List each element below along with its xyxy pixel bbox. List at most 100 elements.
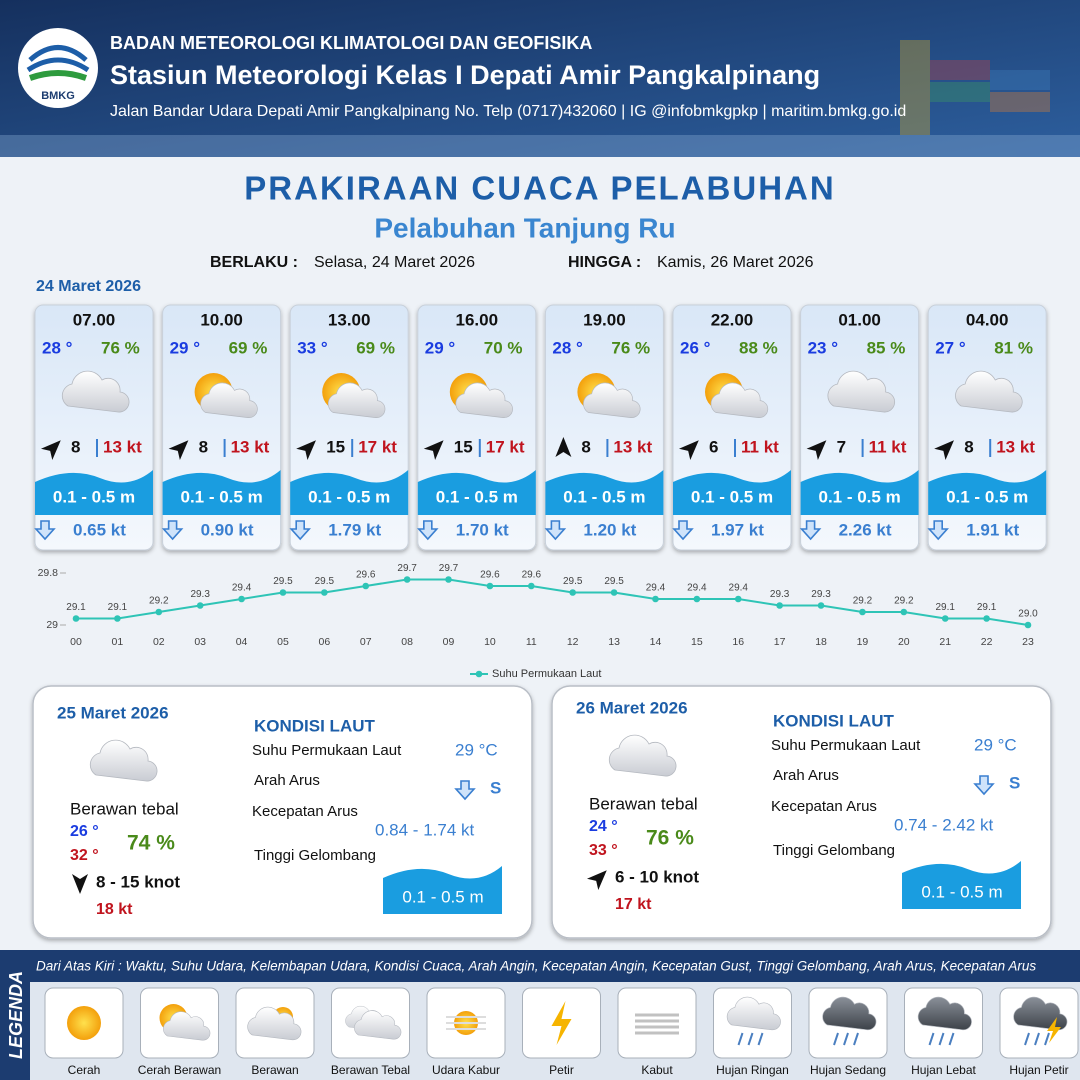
humidity: 69 % (356, 338, 395, 357)
sst-point (817, 602, 825, 609)
day-date: 25 Maret 2026 (57, 703, 169, 722)
y-tick-label: 29.8 (38, 567, 59, 579)
sst-point (486, 582, 494, 590)
data-label: 29.4 (687, 583, 707, 594)
x-tick-label: 02 (153, 636, 165, 648)
data-label: 29.7 (397, 563, 417, 574)
cloud-icon (917, 996, 972, 1031)
sea-title: KONDISI LAUT (773, 711, 895, 730)
cloud-shape (955, 370, 1023, 413)
humidity: 69 % (229, 338, 268, 357)
legend-side (0, 950, 30, 1080)
current-speed-label: Kecepatan Arus (771, 798, 877, 815)
sst: 29 °C (455, 740, 498, 759)
rain (1044, 1032, 1050, 1046)
humidity: 76 % (646, 827, 694, 850)
bolt (551, 1001, 572, 1045)
time: 07.00 (73, 310, 116, 329)
legend-description: Dari Atas Kiri : Waktu, Suhu Udara, Kele… (36, 959, 1036, 974)
sst-point (445, 576, 452, 583)
wave-height: 0.1 - 0.5 m (53, 487, 135, 506)
cloud-shape (1013, 996, 1068, 1031)
x-tick-label: 01 (112, 636, 124, 648)
sea-title: KONDISI LAUT (254, 716, 376, 735)
gust: 17 kt (358, 437, 397, 456)
sst-point (321, 589, 328, 596)
station: Stasiun Meteorologi Kelas I Depati Amir … (110, 60, 820, 90)
data-label: 29.6 (356, 570, 376, 581)
data-label: 29.6 (522, 570, 542, 581)
x-tick-label: 14 (650, 636, 662, 648)
cloud-icon (247, 1006, 302, 1041)
wind-arrow (586, 870, 607, 891)
x-tick-label: 12 (567, 636, 579, 648)
cloud-icon (327, 382, 386, 418)
day-date: 26 Maret 2026 (576, 698, 688, 717)
legend-icon (247, 1006, 302, 1041)
wave-height: 0.1 - 0.5 m (921, 882, 1002, 901)
legend-entry: Suhu Permukaan Laut (492, 668, 601, 680)
wind-range: 6 - 10 knot (615, 867, 699, 886)
current-speed: 0.65 kt (73, 520, 126, 539)
temperature: 29 ° (425, 338, 456, 357)
gust: 13 kt (996, 437, 1035, 456)
data-label: 29.7 (439, 563, 459, 574)
rain (747, 1032, 754, 1046)
gust: 13 kt (103, 437, 142, 456)
time: 22.00 (711, 310, 754, 329)
x-tick-label: 20 (898, 636, 910, 648)
current-dir-label: Arah Arus (254, 772, 320, 789)
rain (737, 1032, 744, 1046)
sst-point (693, 595, 701, 603)
legend-item: Udara Kabur (432, 1063, 500, 1077)
rain (938, 1032, 945, 1046)
wave-bg (383, 866, 502, 914)
temperature: 23 ° (808, 338, 839, 357)
time: 19.00 (583, 310, 626, 329)
current-arrow (417, 520, 439, 541)
current-speed: 1.79 kt (328, 520, 381, 539)
sst-point (1024, 621, 1032, 629)
rain (853, 1032, 859, 1046)
data-label: 29.2 (894, 596, 914, 607)
legend-icon (67, 1006, 101, 1040)
sst-label: Suhu Permukaan Laut (771, 737, 921, 754)
data-label: 29.1 (935, 602, 955, 613)
rain (843, 1032, 849, 1046)
x-tick-label: 05 (277, 636, 289, 648)
humidity: 74 % (127, 832, 175, 855)
sst-point (196, 602, 204, 609)
wave-bg (673, 470, 791, 515)
current-speed-label: Kecepatan Arus (252, 803, 358, 820)
current-speed: 1.70 kt (456, 520, 509, 539)
humidity: 81 % (994, 338, 1033, 357)
current-arrow (34, 520, 56, 541)
x-tick-label: 19 (857, 636, 869, 648)
sst-point (941, 615, 949, 622)
rain (1034, 1032, 1040, 1046)
from-label: BERLAKU : (210, 254, 298, 271)
cloud-icon (89, 739, 158, 782)
current-dir-label: Arah Arus (773, 767, 839, 784)
data-label: 29.3 (811, 589, 831, 600)
cloud-shape (726, 996, 781, 1031)
subtitle: Pelabuhan Tanjung Ru (374, 212, 675, 243)
day1-date: 24 Maret 2026 (36, 278, 141, 295)
sst-point (279, 589, 287, 596)
temp-min: 24 ° (589, 818, 618, 835)
time: 04.00 (966, 310, 1009, 329)
wave-height: 0.1 - 0.5 m (563, 487, 645, 506)
data-label: 29.4 (729, 583, 749, 594)
rain (757, 1032, 764, 1046)
current-arrow (544, 520, 567, 541)
temperature: 28 ° (552, 338, 583, 357)
wind-arrow (555, 437, 572, 457)
wind-arrow (296, 440, 316, 461)
rain (928, 1032, 935, 1046)
wave-bg (800, 470, 919, 515)
current-arrow (454, 780, 476, 801)
temperature: 33 ° (297, 338, 328, 357)
legend-item: Berawan (251, 1063, 298, 1077)
condition: Berawan tebal (70, 799, 179, 818)
cloud-shape (710, 382, 769, 418)
